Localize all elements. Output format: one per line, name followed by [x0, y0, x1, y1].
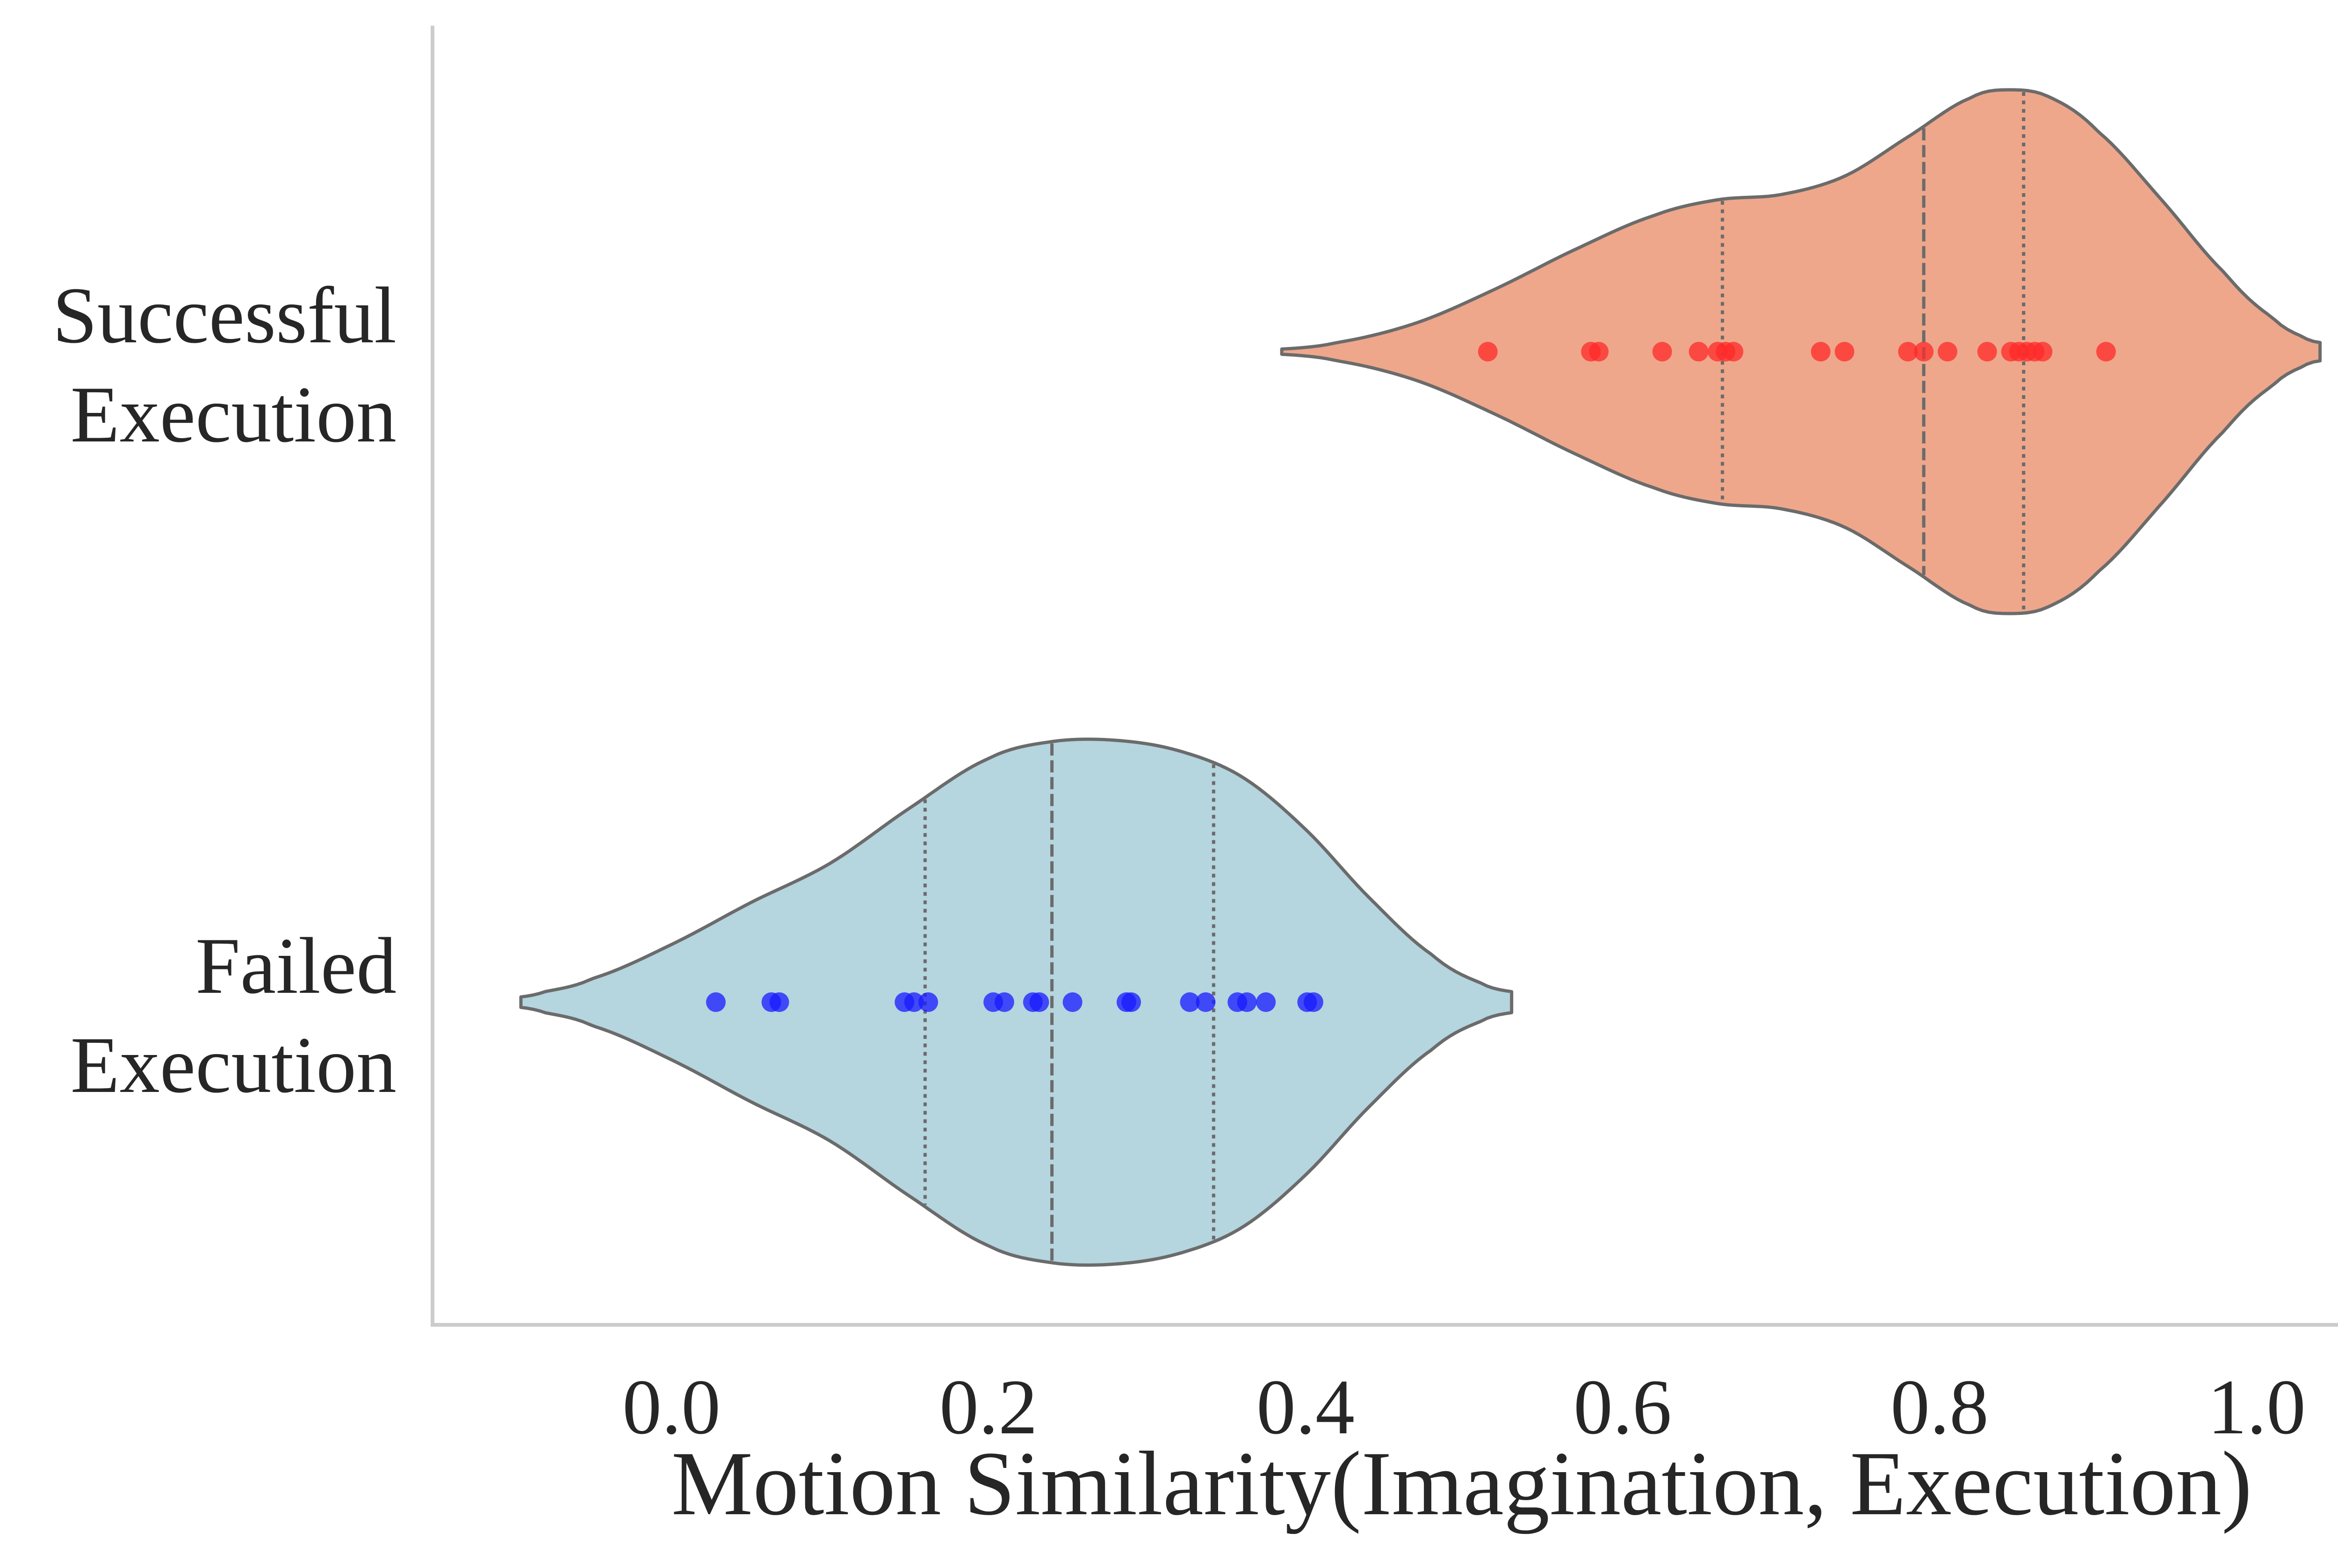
data-point [1478, 342, 1498, 361]
data-point [1180, 992, 1200, 1012]
data-point [1121, 992, 1141, 1012]
x-axis-label: Motion Similarity(Imagination, Execution… [671, 1433, 2252, 1534]
x-tick-label: 0.4 [1256, 1364, 1355, 1451]
violin-body [519, 737, 1514, 1267]
x-tick-label: 0.0 [622, 1364, 721, 1451]
data-point [1937, 342, 1957, 361]
data-point [1303, 992, 1323, 1012]
data-point [1196, 992, 1216, 1012]
y-category-label-line: Successful [52, 271, 397, 360]
data-point [1811, 342, 1831, 361]
violin-failed [519, 737, 1514, 1267]
data-point [769, 992, 789, 1012]
x-tick-label: 0.2 [939, 1364, 1038, 1451]
violins-layer [519, 88, 2322, 1267]
y-category-labels: Successful Execution Failed Execution [52, 271, 397, 1110]
y-category-label: Failed Execution [71, 922, 397, 1110]
data-point [1977, 342, 1997, 361]
x-tick-label: 0.6 [1573, 1364, 1672, 1451]
data-point [1652, 342, 1672, 361]
data-point [1689, 342, 1709, 361]
data-point [1724, 342, 1744, 361]
data-point [1914, 342, 1934, 361]
violin-body [1280, 88, 2322, 615]
violin-successful [1280, 88, 2322, 615]
data-point [2096, 342, 2116, 361]
y-category-label-line: Execution [71, 1021, 397, 1110]
y-category-label-line: Failed [195, 922, 397, 1011]
data-point [1062, 992, 1082, 1012]
data-point [706, 992, 726, 1012]
y-category-label-line: Execution [71, 370, 397, 459]
x-tick-label: 1.0 [2208, 1364, 2306, 1451]
data-point [1834, 342, 1855, 361]
data-point [1898, 342, 1918, 361]
data-point [1589, 342, 1609, 361]
data-point [994, 992, 1014, 1012]
data-point [1256, 992, 1276, 1012]
data-point [904, 992, 924, 1012]
y-category-label: Successful Execution [52, 271, 397, 459]
data-point [918, 992, 938, 1012]
data-point [1029, 992, 1049, 1012]
x-tick-label: 0.8 [1891, 1364, 1989, 1451]
x-tick-labels: 0.0 0.2 0.4 0.6 0.8 1.0 [622, 1364, 2306, 1451]
data-point [1237, 992, 1257, 1012]
data-point [2033, 342, 2053, 361]
